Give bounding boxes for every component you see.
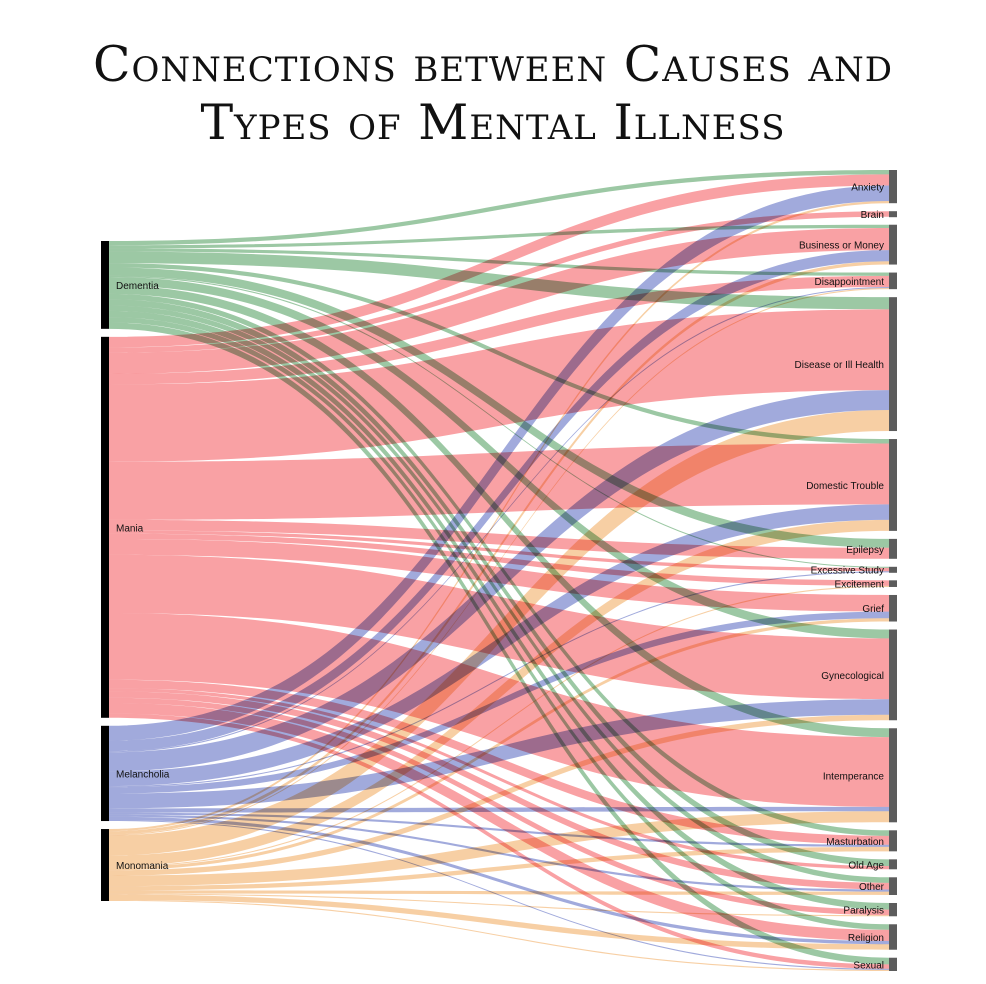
flow-monomania-to-masturbation bbox=[109, 846, 889, 891]
target-node-intemperance bbox=[889, 728, 897, 823]
source-node-melancholia bbox=[101, 725, 109, 822]
flow-monomania-to-anxiety bbox=[109, 200, 889, 832]
flow-monomania-to-business-or-money bbox=[109, 261, 889, 835]
flow-monomania-to-disappointment bbox=[109, 288, 889, 836]
target-label-gynecological: Gynecological bbox=[821, 671, 884, 682]
source-label-dementia: Dementia bbox=[116, 281, 159, 292]
target-label-grief: Grief bbox=[862, 604, 884, 615]
target-node-sexual bbox=[889, 957, 897, 971]
flow-dementia-to-other bbox=[109, 305, 889, 883]
flow-monomania-to-paralysis bbox=[109, 893, 889, 917]
flow-mania-to-other bbox=[109, 691, 889, 890]
target-node-religion bbox=[889, 924, 897, 950]
flow-monomania-to-religion bbox=[109, 894, 889, 950]
target-label-brain: Brain bbox=[861, 210, 884, 221]
flow-mania-to-disease-or-ill-health bbox=[109, 309, 889, 462]
flow-melancholia-to-disease-or-ill-health bbox=[109, 390, 889, 772]
flow-monomania-to-other bbox=[109, 890, 889, 895]
target-label-anxiety: Anxiety bbox=[851, 183, 884, 194]
target-node-masturbation bbox=[889, 830, 897, 852]
target-node-old-age bbox=[889, 859, 897, 870]
source-node-mania bbox=[101, 336, 109, 718]
target-label-religion: Religion bbox=[848, 933, 884, 944]
flow-mania-to-business-or-money bbox=[109, 228, 889, 374]
flow-dementia-to-anxiety bbox=[109, 170, 889, 246]
target-label-disappointment: Disappointment bbox=[815, 277, 885, 288]
flow-mania-to-sexual bbox=[109, 713, 889, 969]
target-label-domestic-trouble: Domestic Trouble bbox=[806, 481, 884, 492]
flow-mania-to-epilepsy bbox=[109, 519, 889, 559]
target-node-business-or-money bbox=[889, 224, 897, 265]
flow-mania-to-paralysis bbox=[109, 697, 889, 916]
chart-title-line-1: Connections between Causes and bbox=[93, 36, 893, 93]
flow-monomania-to-excitement bbox=[109, 585, 889, 868]
flow-melancholia-to-business-or-money bbox=[109, 250, 889, 752]
target-label-paralysis: Paralysis bbox=[843, 906, 884, 917]
source-label-mania: Mania bbox=[116, 523, 144, 534]
flow-mania-to-masturbation bbox=[109, 679, 889, 845]
source-node-dementia bbox=[101, 241, 109, 329]
target-label-sexual: Sexual bbox=[853, 960, 884, 971]
flow-melancholia-to-disappointment bbox=[109, 286, 889, 753]
flow-melancholia-to-sexual bbox=[109, 819, 889, 970]
node-layer bbox=[101, 170, 897, 971]
target-node-disappointment bbox=[889, 272, 897, 290]
flow-dementia-to-masturbation bbox=[109, 293, 889, 836]
flow-melancholia-to-domestic-trouble bbox=[109, 504, 889, 787]
target-label-other: Other bbox=[859, 882, 885, 893]
flow-mania-to-religion bbox=[109, 702, 889, 941]
label-layer: Dementia Mania Melancholia Monomania Anxiety… bbox=[116, 183, 885, 972]
target-node-other bbox=[889, 877, 897, 895]
target-label-disease-or-ill-health: Disease or Ill Health bbox=[795, 360, 884, 371]
flow-melancholia-to-grief bbox=[109, 611, 889, 794]
target-label-excessive-study: Excessive Study bbox=[811, 566, 884, 577]
target-node-anxiety bbox=[889, 170, 897, 204]
target-node-grief bbox=[889, 594, 897, 622]
flow-melancholia-to-gynecological bbox=[109, 699, 889, 809]
target-label-epilepsy: Epilepsy bbox=[846, 545, 884, 556]
flow-layer bbox=[109, 170, 889, 971]
target-label-masturbation: Masturbation bbox=[826, 837, 884, 848]
flow-mania-to-intemperance bbox=[109, 613, 889, 807]
flow-monomania-to-grief bbox=[109, 618, 889, 871]
flow-mania-to-disappointment bbox=[109, 275, 889, 385]
target-label-business-or-money: Business or Money bbox=[799, 241, 884, 252]
target-node-excitement bbox=[889, 580, 897, 587]
flow-monomania-to-sexual bbox=[109, 899, 889, 971]
target-node-gynecological bbox=[889, 629, 897, 721]
flow-monomania-to-disease-or-ill-health bbox=[109, 410, 889, 856]
flow-melancholia-to-masturbation bbox=[109, 812, 889, 847]
target-node-excessive-study bbox=[889, 566, 897, 573]
target-node-domestic-trouble bbox=[889, 439, 897, 531]
chart-title: Connections between Causes and Types of … bbox=[0, 36, 986, 152]
target-node-paralysis bbox=[889, 902, 897, 917]
target-node-disease-or-ill-health bbox=[889, 297, 897, 432]
flow-mania-to-excessive-study bbox=[109, 530, 889, 572]
source-node-monomania bbox=[101, 829, 109, 901]
flow-melancholia-to-religion bbox=[109, 816, 889, 945]
flow-mania-to-excitement bbox=[109, 533, 889, 586]
flow-mania-to-anxiety bbox=[109, 174, 889, 348]
flow-mania-to-brain bbox=[109, 211, 889, 353]
flow-dementia-to-business-or-money bbox=[109, 224, 889, 249]
flow-melancholia-to-anxiety bbox=[109, 185, 889, 741]
source-label-monomania: Monomania bbox=[116, 861, 169, 872]
flow-mania-to-old-age bbox=[109, 688, 889, 870]
flow-melancholia-to-excessive-study bbox=[109, 571, 889, 788]
target-label-old-age: Old Age bbox=[848, 860, 884, 871]
target-label-excitement: Excitement bbox=[835, 580, 885, 591]
target-node-epilepsy bbox=[889, 538, 897, 559]
source-label-melancholia: Melancholia bbox=[116, 769, 170, 780]
chart-title-line-2: Types of Mental Illness bbox=[200, 94, 786, 151]
flow-monomania-to-domestic-trouble bbox=[109, 519, 889, 867]
target-label-intemperance: Intemperance bbox=[823, 771, 885, 782]
target-node-brain bbox=[889, 211, 897, 218]
flow-monomania-to-gynecological bbox=[109, 714, 889, 876]
flow-monomania-to-intemperance bbox=[109, 811, 889, 887]
